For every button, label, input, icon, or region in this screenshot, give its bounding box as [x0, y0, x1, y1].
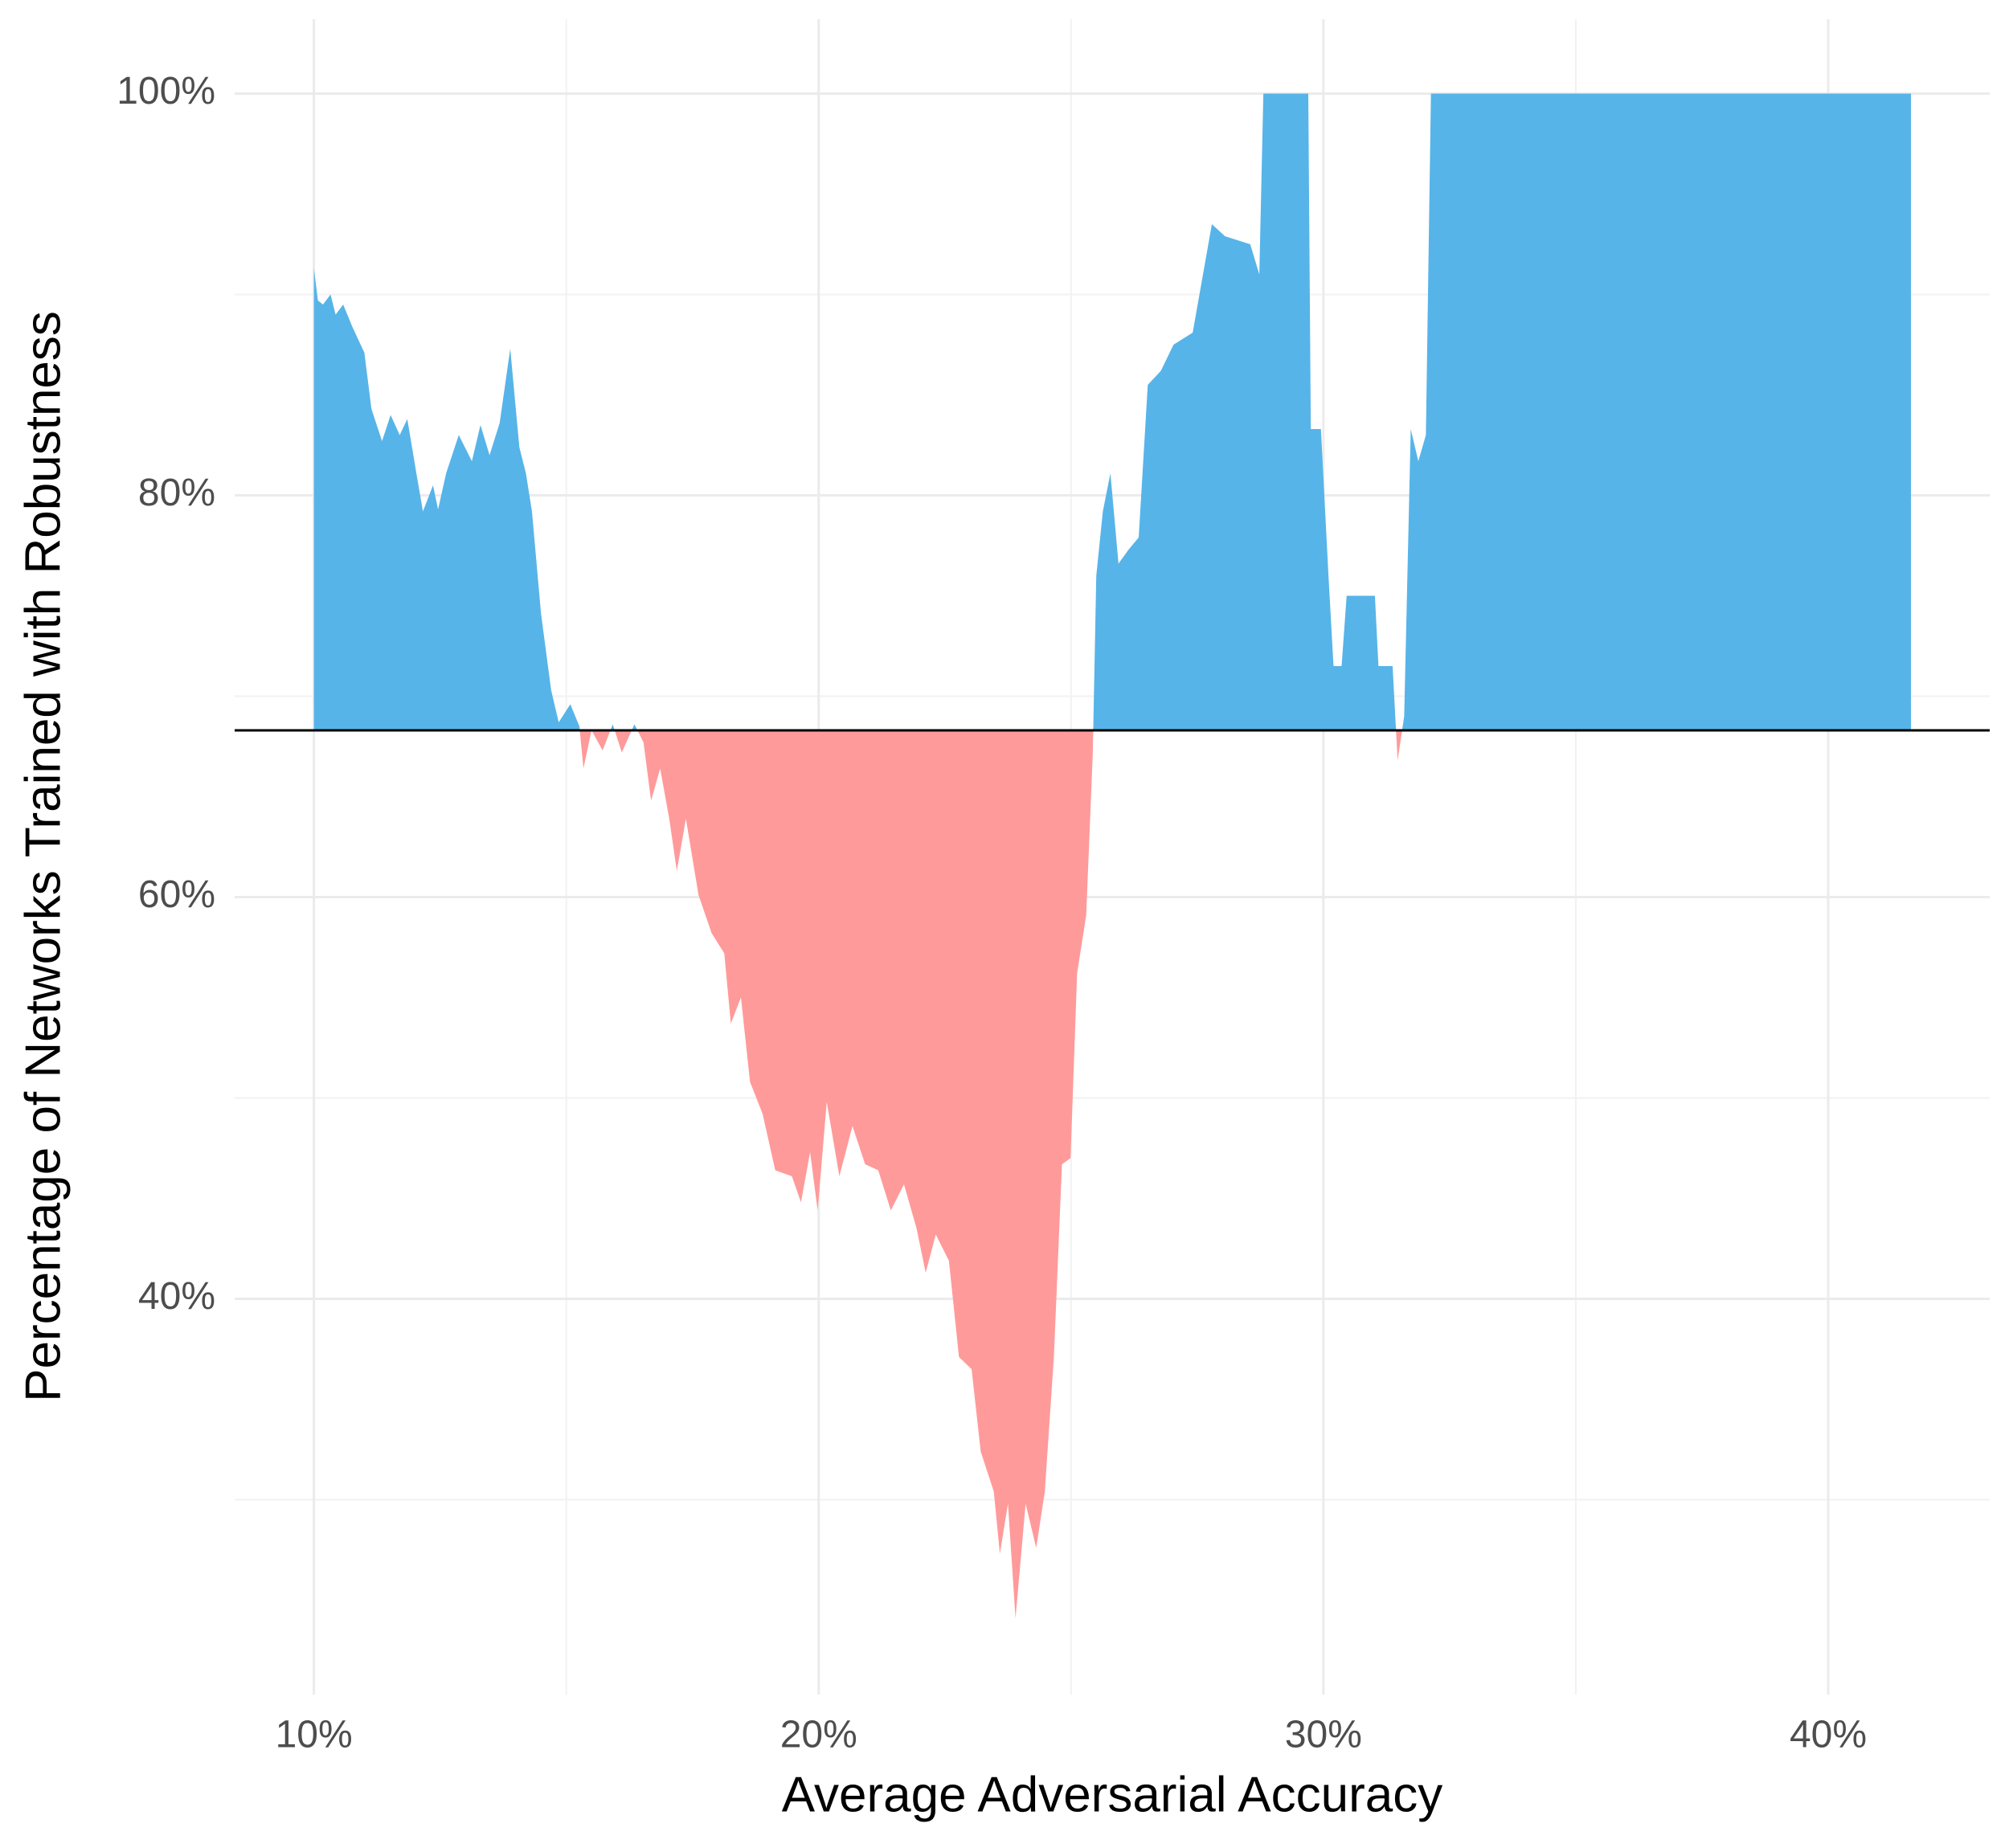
x-axis-title: Average Adversarial Accuracy: [782, 1767, 1443, 1822]
y-tick-label: 40%: [138, 1275, 215, 1318]
area-above: [313, 93, 1912, 730]
y-tick-label: 60%: [138, 873, 215, 916]
x-tick-label: 30%: [1285, 1714, 1362, 1756]
plot-area: [235, 93, 1990, 1618]
x-tick-label: 10%: [276, 1714, 353, 1756]
axes: 10% 20% 30% 40% 40% 60% 80% 100%: [117, 70, 1867, 1756]
x-tick-label: 20%: [780, 1714, 857, 1756]
x-tick-label: 40%: [1790, 1714, 1867, 1756]
y-tick-label: 100%: [117, 70, 215, 112]
y-tick-label: 80%: [138, 472, 215, 514]
y-axis-title: Percentage of Networks Trained with Robu…: [15, 311, 71, 1402]
